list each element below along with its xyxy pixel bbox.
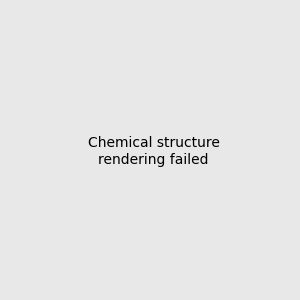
Text: Chemical structure
rendering failed: Chemical structure rendering failed [88, 136, 220, 166]
